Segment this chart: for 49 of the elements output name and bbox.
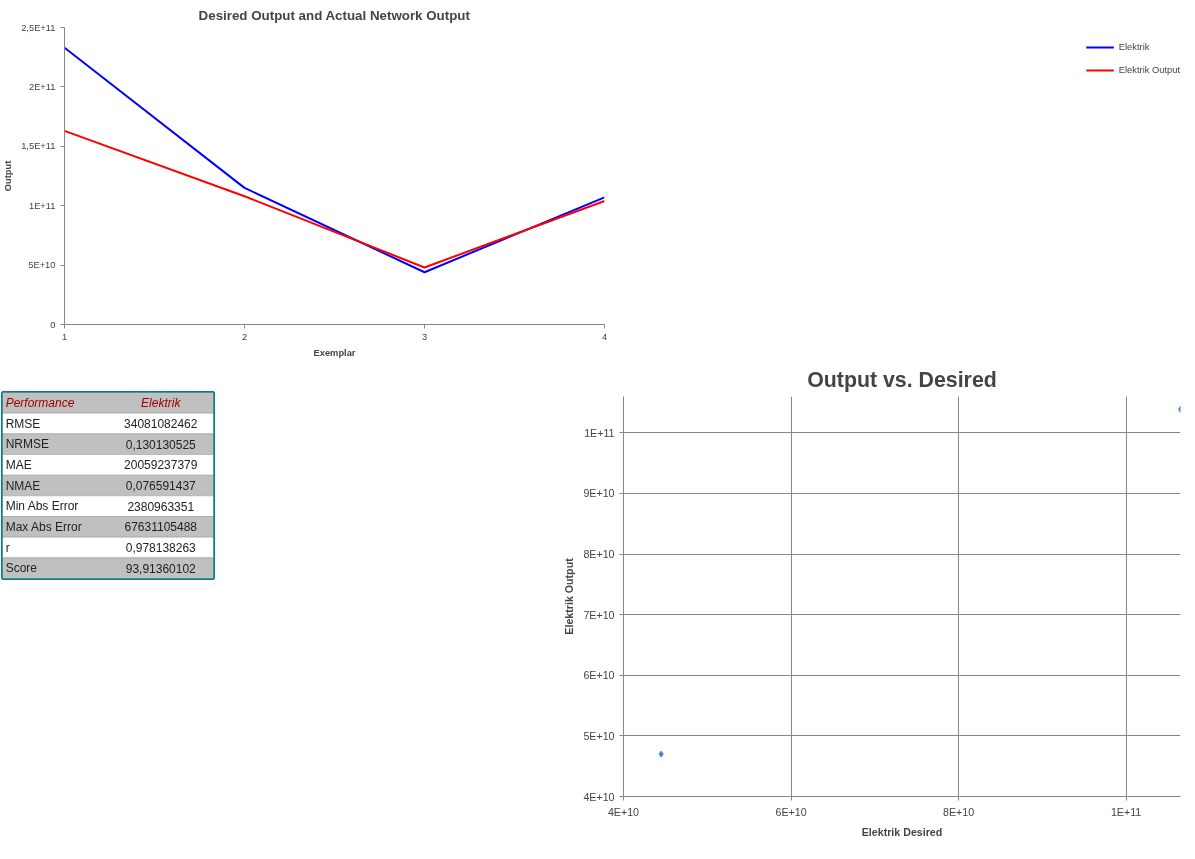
text: NRMSE — [5, 437, 50, 452]
text: Performance — [5, 395, 75, 410]
y-tick-label: 5E+10 — [28, 260, 56, 271]
text: 0,978138263 — [125, 541, 197, 555]
x-axis-title: Elektrik Desired — [861, 825, 943, 838]
x-tick-label: 2 — [241, 331, 248, 342]
text: r — [5, 540, 10, 555]
chart-title: Desired Output and Actual Network Output — [198, 7, 471, 23]
chart-title: Output vs. Desired — [807, 367, 997, 392]
x-tick-label: 1E+11 — [1110, 805, 1142, 818]
y-tick-label: 1E+11 — [28, 200, 56, 211]
x-tick-label: 4E+10 — [607, 805, 640, 818]
y-tick-label: 2E+11 — [28, 81, 56, 92]
y-tick-label: 1E+11 — [584, 426, 615, 439]
y-tick-label: 1,5E+11 — [21, 141, 56, 152]
text: RMSE — [5, 416, 41, 431]
y-tick-label: 4E+10 — [583, 790, 615, 803]
text: Max Abs Error — [5, 519, 82, 534]
legend-label: Elektrik — [1118, 42, 1150, 52]
x-tick-label: 8E+10 — [942, 805, 975, 818]
text: 2380963351 — [127, 499, 195, 514]
text: 67631105488 — [124, 520, 198, 535]
x-tick-label: 6E+10 — [775, 805, 807, 818]
legend-label: Elektrik Output — [1118, 65, 1180, 75]
text: 0,130130525 — [125, 437, 197, 452]
text: Elektrik — [141, 395, 182, 410]
y-tick-label: 5E+10 — [583, 729, 615, 742]
y-tick-label: 9E+10 — [583, 487, 615, 500]
x-axis-title: Exemplar — [313, 347, 356, 358]
x-tick-label: 4 — [601, 331, 608, 342]
y-axis-title: Output — [3, 160, 14, 192]
y-tick-label: 6E+10 — [583, 669, 615, 682]
text: 34081082462 — [124, 417, 198, 431]
y-tick-label: 0 — [50, 319, 56, 330]
y-tick-label: 8E+10 — [583, 548, 615, 561]
text: MAE — [5, 457, 32, 472]
line-series — [64, 46, 605, 274]
text: 0,076591437 — [125, 479, 197, 493]
y-axis-title: Elektrik Output — [563, 557, 576, 635]
text: 20059237379 — [124, 458, 198, 473]
text: Score — [5, 561, 38, 576]
x-tick-label: 3 — [421, 331, 428, 342]
y-tick-label: 2,5E+11 — [21, 22, 56, 33]
y-tick-label: 7E+10 — [583, 608, 615, 621]
x-tick-label: 1 — [61, 331, 68, 342]
text: 93,91360102 — [125, 561, 197, 576]
line-series — [64, 129, 605, 269]
text: NMAE — [5, 478, 41, 493]
text: Min Abs Error — [5, 499, 79, 514]
